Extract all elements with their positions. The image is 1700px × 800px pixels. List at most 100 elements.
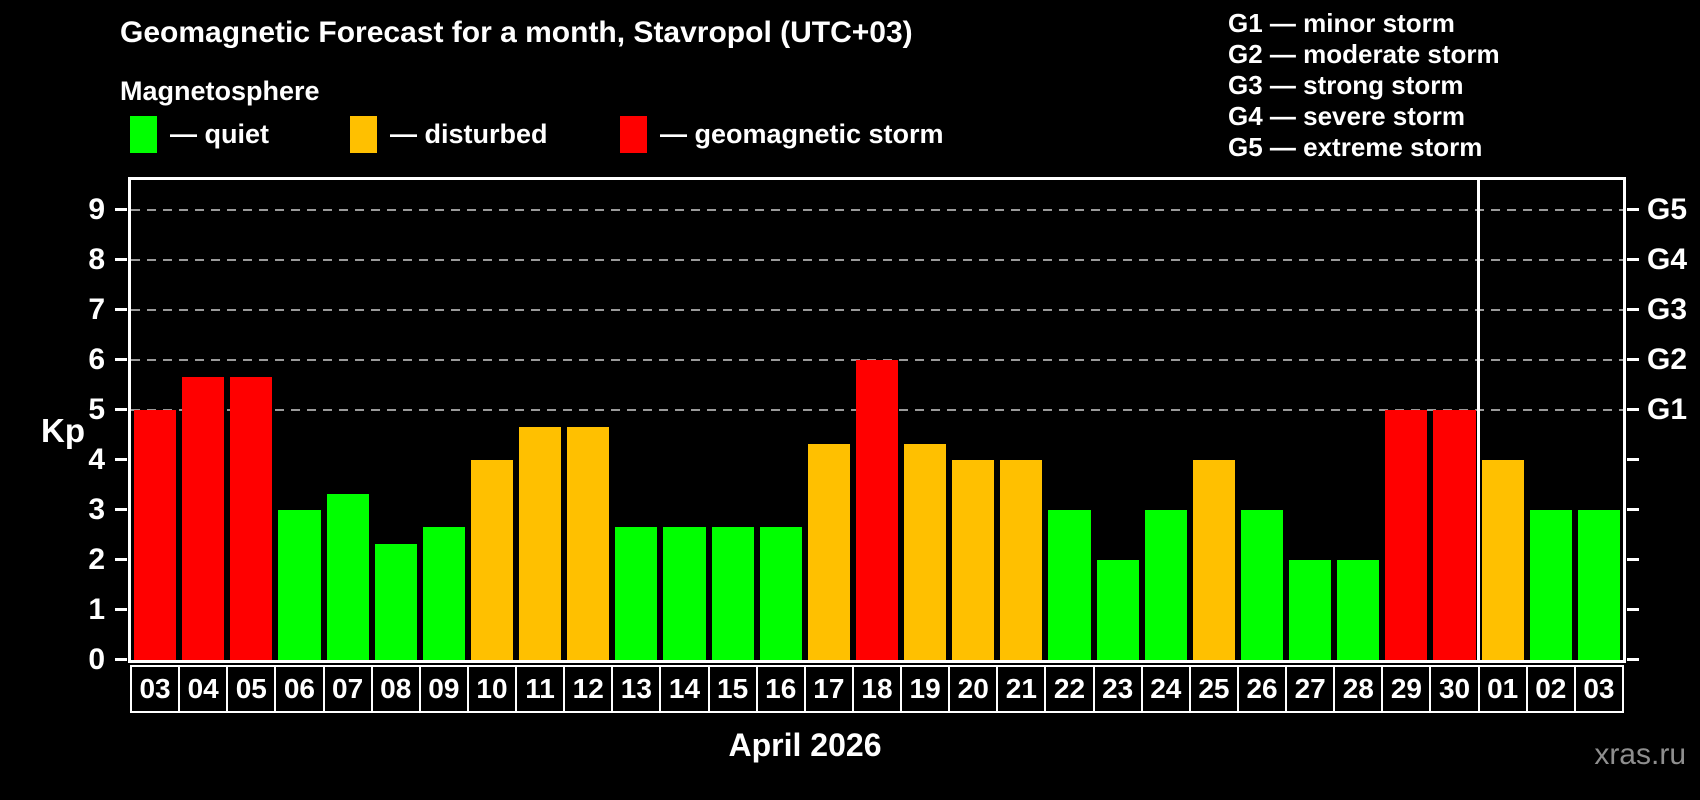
- y-tick-left-7: [115, 308, 127, 311]
- day-label-box-01-28: 01: [1477, 665, 1528, 713]
- bar-day-22-19: [1048, 510, 1091, 660]
- day-label-box-12-9: 12: [563, 665, 614, 713]
- day-label-box-14-11: 14: [659, 665, 710, 713]
- y-tick-right-6: [1627, 358, 1639, 361]
- bar-day-14-11: [663, 526, 706, 660]
- bar-day-09-6: [422, 526, 465, 660]
- day-label-box-16-13: 16: [755, 665, 806, 713]
- bar-day-20-17: [952, 460, 995, 660]
- y-tick-left-9: [115, 208, 127, 211]
- y-axis-label-2: 2: [88, 543, 105, 576]
- gridline-kp-8: [131, 259, 1623, 261]
- y-tick-left-1: [115, 608, 127, 611]
- y-axis-label-4: 4: [88, 443, 105, 476]
- day-label-box-21-18: 21: [996, 665, 1047, 713]
- day-label-box-22-19: 22: [1044, 665, 1095, 713]
- bar-day-25-22: [1192, 460, 1235, 660]
- bar-day-12-9: [567, 426, 610, 660]
- bar-day-06-3: [278, 510, 321, 660]
- day-label-box-20-17: 20: [948, 665, 999, 713]
- day-label-box-03-30: 03: [1573, 665, 1624, 713]
- y-tick-right-5: [1627, 408, 1639, 411]
- y-tick-right-2: [1627, 558, 1639, 561]
- legend-item-storm: — geomagnetic storm: [620, 116, 944, 153]
- bar-day-17-14: [807, 443, 850, 660]
- y-tick-right-8: [1627, 258, 1639, 261]
- x-axis-caption: April 2026: [728, 727, 882, 763]
- day-label-box-02-29: 02: [1525, 665, 1576, 713]
- bar-day-27-24: [1289, 560, 1332, 660]
- magnetosphere-label: Magnetosphere: [120, 76, 320, 106]
- bar-day-21-18: [1000, 460, 1043, 660]
- y-tick-right-1: [1627, 608, 1639, 611]
- chart-title: Geomagnetic Forecast for a month, Stavro…: [120, 16, 913, 49]
- day-label-box-19-16: 19: [900, 665, 951, 713]
- g-axis-label-G4: G4: [1647, 243, 1688, 276]
- bar-day-16-13: [759, 526, 802, 660]
- bar-day-03-30: [1577, 510, 1620, 660]
- bar-day-15-12: [711, 526, 754, 660]
- day-label-box-04-1: 04: [178, 665, 229, 713]
- y-tick-left-6: [115, 358, 127, 361]
- bar-day-07-4: [326, 493, 369, 660]
- day-label-box-05-2: 05: [226, 665, 277, 713]
- storm-scale-g3: G3 — strong storm: [1228, 70, 1464, 100]
- y-tick-left-2: [115, 558, 127, 561]
- bar-day-18-15: [855, 360, 899, 660]
- kp-axis-title: Kp: [41, 412, 85, 449]
- day-label-box-25-22: 25: [1188, 665, 1239, 713]
- bar-day-05-2: [230, 376, 273, 660]
- day-label-box-11-8: 11: [515, 665, 566, 713]
- storm-scale-g2: G2 — moderate storm: [1228, 39, 1500, 69]
- gridline-kp-7: [131, 309, 1623, 311]
- legend-label-disturbed: — disturbed: [390, 119, 548, 149]
- bar-day-19-16: [904, 443, 947, 660]
- y-tick-left-4: [115, 458, 127, 461]
- day-label-box-30-27: 30: [1429, 665, 1480, 713]
- day-label-box-26-23: 26: [1236, 665, 1288, 713]
- legend-label-storm: — geomagnetic storm: [660, 119, 944, 149]
- bar-day-08-5: [374, 543, 417, 660]
- bar-day-02-29: [1529, 510, 1572, 660]
- legend-item-disturbed: — disturbed: [350, 116, 548, 153]
- legend-label-quiet: — quiet: [170, 119, 269, 149]
- bar-day-24-21: [1144, 510, 1187, 660]
- y-axis-label-3: 3: [88, 493, 105, 526]
- day-label-box-13-10: 13: [611, 665, 662, 713]
- day-label-box-27-24: 27: [1285, 665, 1336, 713]
- day-label-box-10-7: 10: [466, 665, 518, 713]
- day-label-box-24-21: 24: [1140, 665, 1191, 713]
- month-separator: [1477, 180, 1481, 660]
- y-axis-label-5: 5: [88, 393, 105, 426]
- g-axis-label-G2: G2: [1647, 343, 1688, 376]
- bar-day-23-20: [1096, 560, 1139, 660]
- y-tick-left-0: [115, 658, 127, 661]
- day-label-box-03-0: 03: [130, 665, 181, 713]
- day-label-box-07-4: 07: [322, 665, 373, 713]
- bar-day-03-0: [134, 410, 177, 660]
- plot-frame: [128, 177, 1626, 663]
- legend-item-quiet: — quiet: [130, 116, 269, 153]
- g-axis-label-G1: G1: [1647, 393, 1688, 426]
- bar-day-10-7: [470, 460, 514, 660]
- storm-swatch: [620, 116, 647, 153]
- bar-day-04-1: [182, 376, 225, 660]
- g-axis-label-G5: G5: [1647, 193, 1688, 226]
- day-label-box-15-12: 15: [707, 665, 758, 713]
- y-axis-label-0: 0: [88, 643, 105, 676]
- bar-day-11-8: [519, 426, 562, 660]
- day-label-box-23-20: 23: [1092, 665, 1143, 713]
- gridline-kp-9: [131, 209, 1623, 211]
- bar-day-13-10: [615, 526, 658, 660]
- day-label-box-28-25: 28: [1333, 665, 1384, 713]
- disturbed-swatch: [350, 116, 377, 153]
- y-tick-left-5: [115, 408, 127, 411]
- y-axis-label-1: 1: [88, 593, 105, 626]
- y-tick-left-8: [115, 258, 127, 261]
- g-axis-label-G3: G3: [1647, 293, 1688, 326]
- day-label-box-08-5: 08: [370, 665, 421, 713]
- y-axis-label-9: 9: [88, 193, 105, 226]
- bar-day-29-26: [1385, 410, 1428, 660]
- storm-scale-g1: G1 — minor storm: [1228, 8, 1455, 38]
- storm-scale-g4: G4 — severe storm: [1228, 101, 1466, 131]
